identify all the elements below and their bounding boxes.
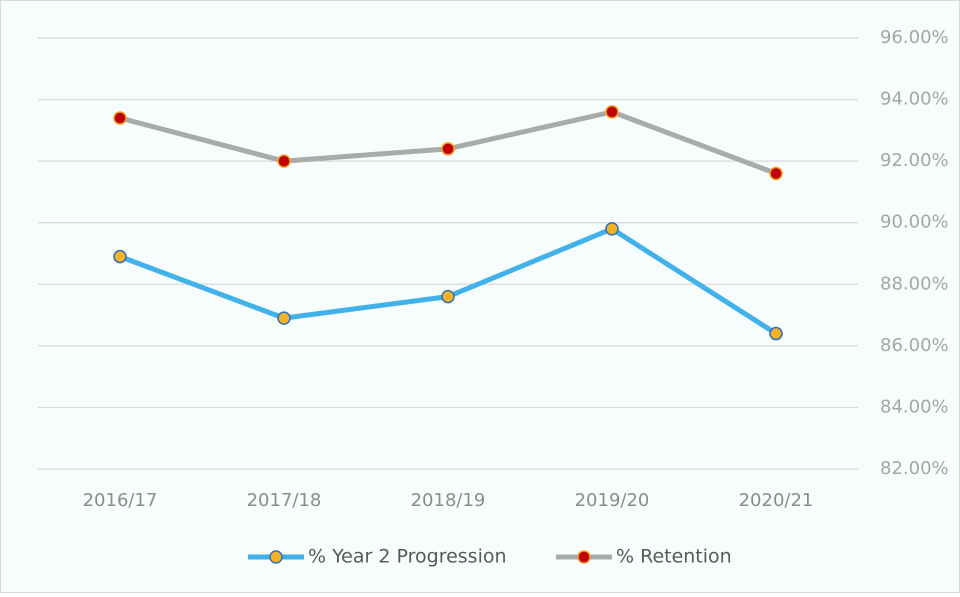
x-tick-label: 2019/20 [575,490,650,511]
data-point [605,222,619,236]
y-tick-label: 82.00% [880,458,949,479]
legend-label: % Retention [616,546,732,568]
y-tick-label: 88.00% [880,273,949,294]
data-point [769,326,783,341]
data-point [277,311,291,325]
x-tick-label: 2020/21 [739,490,814,511]
data-point [441,142,455,156]
data-point [277,154,291,168]
y-tick-label: 94.00% [880,89,949,110]
legend-marker [577,550,591,564]
y-tick-label: 90.00% [880,212,949,233]
y-tick-label: 92.00% [880,150,949,171]
data-point [113,111,127,125]
data-point [605,105,619,119]
y-tick-label: 86.00% [880,335,949,356]
y-tick-label: 96.00% [880,27,949,48]
data-point [769,166,783,181]
legend-label: % Year 2 Progression [308,546,507,568]
x-tick-label: 2016/17 [83,490,158,511]
legend-marker [269,550,283,564]
x-tick-label: 2018/19 [411,490,486,511]
x-tick-label: 2017/18 [247,490,322,511]
data-point [113,249,127,264]
data-point [441,289,455,304]
y-tick-label: 84.00% [880,396,949,417]
